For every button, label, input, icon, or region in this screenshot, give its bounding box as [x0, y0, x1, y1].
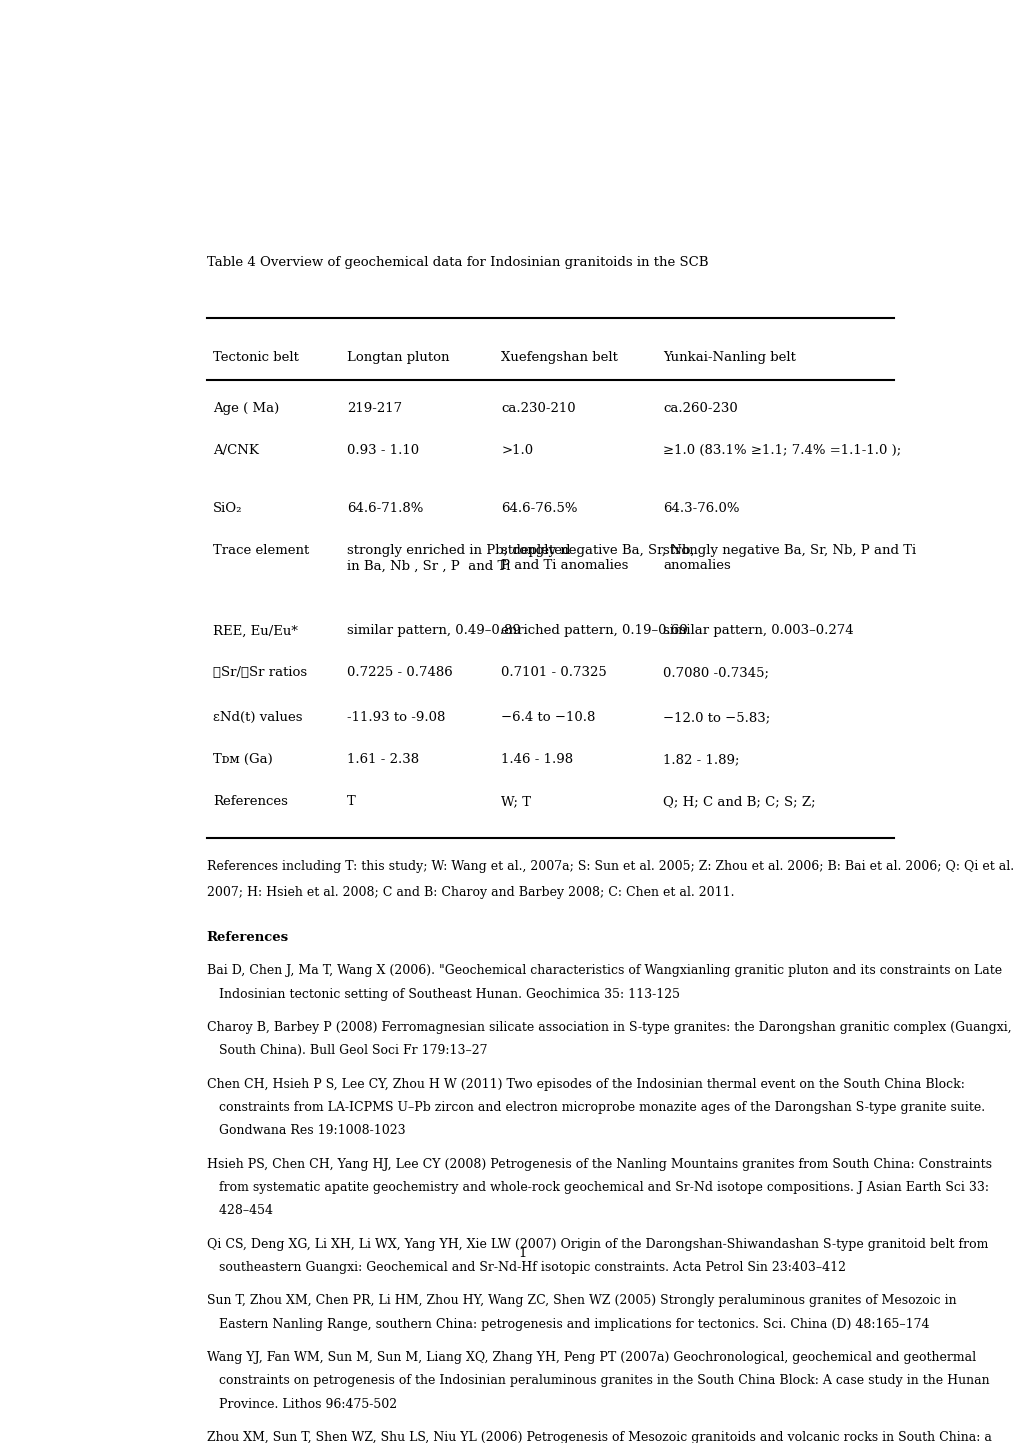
Text: Indosinian tectonic setting of Southeast Hunan. Geochimica 35: 113-125: Indosinian tectonic setting of Southeast…	[206, 987, 679, 1000]
Text: 0.7080 -0.7345;: 0.7080 -0.7345;	[662, 667, 768, 680]
Text: 64.6-71.8%: 64.6-71.8%	[346, 502, 423, 515]
Text: from systematic apatite geochemistry and whole-rock geochemical and Sr-Nd isotop: from systematic apatite geochemistry and…	[206, 1180, 987, 1193]
Text: ca.260-230: ca.260-230	[662, 403, 738, 416]
Text: Wang YJ, Fan WM, Sun M, Sun M, Liang XQ, Zhang YH, Peng PT (2007a) Geochronologi: Wang YJ, Fan WM, Sun M, Sun M, Liang XQ,…	[206, 1351, 975, 1364]
Text: ca.230-210: ca.230-210	[501, 403, 576, 416]
Text: >1.0: >1.0	[501, 444, 533, 457]
Text: 219-217: 219-217	[346, 403, 401, 416]
Text: 1: 1	[518, 1247, 527, 1260]
Text: Yunkai-Nanling belt: Yunkai-Nanling belt	[662, 351, 796, 364]
Text: Zhou XM, Sun T, Shen WZ, Shu LS, Niu YL (2006) Petrogenesis of Mesozoic granitoi: Zhou XM, Sun T, Shen WZ, Shu LS, Niu YL …	[206, 1431, 990, 1443]
Text: REE, Eu/Eu*: REE, Eu/Eu*	[213, 625, 298, 638]
Text: -11.93 to -9.08: -11.93 to -9.08	[346, 711, 445, 724]
Text: 64.6-76.5%: 64.6-76.5%	[501, 502, 578, 515]
Text: −6.4 to −10.8: −6.4 to −10.8	[501, 711, 595, 724]
Text: 1.46 - 1.98: 1.46 - 1.98	[501, 753, 573, 766]
Text: References: References	[206, 931, 288, 944]
Text: Hsieh PS, Chen CH, Yang HJ, Lee CY (2008) Petrogenesis of the Nanling Mountains : Hsieh PS, Chen CH, Yang HJ, Lee CY (2008…	[206, 1157, 990, 1170]
Text: References including T: this study; W: Wang et al., 2007a; S: Sun et al. 2005; Z: References including T: this study; W: W…	[206, 860, 1013, 873]
Text: Sr/Sr ratios: Sr/Sr ratios	[213, 667, 307, 680]
Text: T: T	[346, 795, 356, 808]
Text: 0.7225 - 0.7486: 0.7225 - 0.7486	[346, 667, 452, 680]
Text: SiO₂: SiO₂	[213, 502, 243, 515]
Text: Tectonic belt: Tectonic belt	[213, 351, 299, 364]
Text: South China). Bull Geol Soci Fr 179:13–27: South China). Bull Geol Soci Fr 179:13–2…	[206, 1045, 487, 1058]
Text: 2007; H: Hsieh et al. 2008; C and B: Charoy and Barbey 2008; C: Chen et al. 2011: 2007; H: Hsieh et al. 2008; C and B: Cha…	[206, 886, 734, 899]
Text: 0.93 - 1.10: 0.93 - 1.10	[346, 444, 419, 457]
Text: Sun T, Zhou XM, Chen PR, Li HM, Zhou HY, Wang ZC, Shen WZ (2005) Strongly peralu: Sun T, Zhou XM, Chen PR, Li HM, Zhou HY,…	[206, 1294, 955, 1307]
Text: 428–454: 428–454	[206, 1205, 272, 1218]
Text: Table 4 Overview of geochemical data for Indosinian granitoids in the SCB: Table 4 Overview of geochemical data for…	[206, 257, 707, 270]
Text: Province. Lithos 96:475-502: Province. Lithos 96:475-502	[206, 1398, 396, 1411]
Text: Chen CH, Hsieh P S, Lee CY, Zhou H W (2011) Two episodes of the Indosinian therm: Chen CH, Hsieh P S, Lee CY, Zhou H W (20…	[206, 1078, 964, 1091]
Text: southeastern Guangxi: Geochemical and Sr-Nd-Hf isotopic constraints. Acta Petrol: southeastern Guangxi: Geochemical and Sr…	[206, 1261, 845, 1274]
Text: Gondwana Res 19:1008-1023: Gondwana Res 19:1008-1023	[206, 1124, 405, 1137]
Text: W; T: W; T	[501, 795, 531, 808]
Text: Age ( Ma): Age ( Ma)	[213, 403, 279, 416]
Text: Xuefengshan belt: Xuefengshan belt	[501, 351, 618, 364]
Text: similar pattern, 0.003–0.274: similar pattern, 0.003–0.274	[662, 625, 853, 638]
Text: Eastern Nanling Range, southern China: petrogenesis and implications for tectoni: Eastern Nanling Range, southern China: p…	[206, 1317, 928, 1330]
Text: similar pattern, 0.49–0.89: similar pattern, 0.49–0.89	[346, 625, 521, 638]
Text: ≥1.0 (83.1% ≥1.1; 7.4% =1.1-1.0 );: ≥1.0 (83.1% ≥1.1; 7.4% =1.1-1.0 );	[662, 444, 901, 457]
Text: References: References	[213, 795, 287, 808]
Text: strongly enriched in Pb; depleted
in Ba, Nb , Sr , P  and Ti: strongly enriched in Pb; depleted in Ba,…	[346, 544, 571, 573]
Text: strongly negative Ba, Sr, Nb,
P and Ti anomalies: strongly negative Ba, Sr, Nb, P and Ti a…	[501, 544, 694, 573]
Text: Charoy B, Barbey P (2008) Ferromagnesian silicate association in S-type granites: Charoy B, Barbey P (2008) Ferromagnesian…	[206, 1022, 1010, 1035]
Text: 1.61 - 2.38: 1.61 - 2.38	[346, 753, 419, 766]
Text: A/CNK: A/CNK	[213, 444, 259, 457]
Text: Qi CS, Deng XG, Li XH, Li WX, Yang YH, Xie LW (2007) Origin of the Darongshan-Sh: Qi CS, Deng XG, Li XH, Li WX, Yang YH, X…	[206, 1238, 987, 1251]
Text: constraints on petrogenesis of the Indosinian peraluminous granites in the South: constraints on petrogenesis of the Indos…	[206, 1374, 988, 1387]
Text: Trace element: Trace element	[213, 544, 309, 557]
Text: 0.7101 - 0.7325: 0.7101 - 0.7325	[501, 667, 606, 680]
Text: strongly negative Ba, Sr, Nb, P and Ti
anomalies: strongly negative Ba, Sr, Nb, P and Ti a…	[662, 544, 916, 573]
Text: constraints from LA-ICPMS U–Pb zircon and electron microprobe monazite ages of t: constraints from LA-ICPMS U–Pb zircon an…	[206, 1101, 983, 1114]
Text: εNd(t) values: εNd(t) values	[213, 711, 302, 724]
Text: Tᴅᴍ (Ga): Tᴅᴍ (Ga)	[213, 753, 272, 766]
Text: 64.3-76.0%: 64.3-76.0%	[662, 502, 739, 515]
Text: enriched pattern, 0.19–0.69: enriched pattern, 0.19–0.69	[501, 625, 688, 638]
Text: 1.82 - 1.89;: 1.82 - 1.89;	[662, 753, 739, 766]
Text: −12.0 to −5.83;: −12.0 to −5.83;	[662, 711, 770, 724]
Text: Longtan pluton: Longtan pluton	[346, 351, 449, 364]
Text: Q; H; C and B; C; S; Z;: Q; H; C and B; C; S; Z;	[662, 795, 815, 808]
Text: Bai D, Chen J, Ma T, Wang X (2006). "Geochemical characteristics of Wangxianling: Bai D, Chen J, Ma T, Wang X (2006). "Geo…	[206, 964, 1001, 977]
